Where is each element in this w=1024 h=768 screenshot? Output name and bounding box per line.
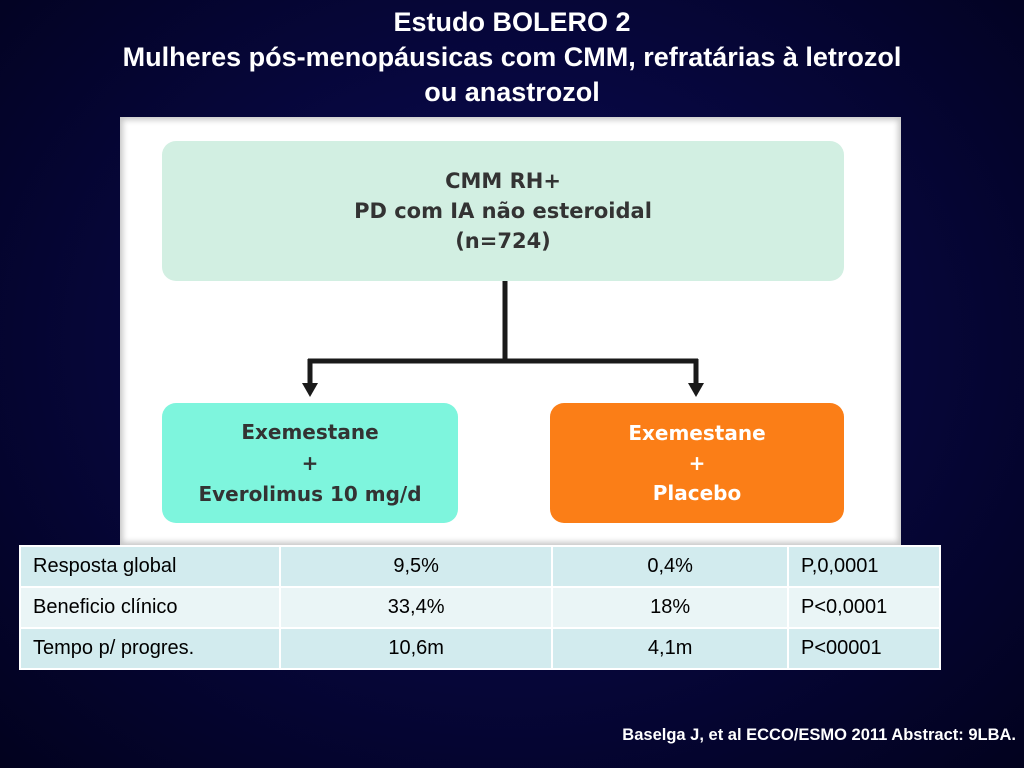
table-row: Resposta global 9,5% 0,4% P,0,0001 (19, 545, 941, 588)
title-line-1: Estudo BOLERO 2 (393, 7, 631, 37)
p-value: P<0,0001 (787, 586, 941, 629)
row-label: Tempo p/ progres. (19, 627, 281, 670)
row-label: Beneficio clínico (19, 586, 281, 629)
p-value: P<00001 (787, 627, 941, 670)
table-row: Tempo p/ progres. 10,6m 4,1m P<00001 (19, 627, 941, 670)
everolimus-value: 33,4% (278, 586, 554, 629)
row-label: Resposta global (19, 545, 281, 588)
left-arrowhead (302, 383, 318, 397)
slide-title: Estudo BOLERO 2 Mulheres pós-menopáusica… (0, 5, 1024, 110)
placebo-value: 18% (551, 586, 789, 629)
right-arrowhead (688, 383, 704, 397)
placebo-arm-box: Exemestane + Placebo (550, 403, 844, 523)
title-line-2: Mulheres pós-menopáusicas com CMM, refra… (122, 42, 902, 72)
everolimus-value: 9,5% (278, 545, 554, 588)
results-table: Resposta global 9,5% 0,4% P,0,0001 Benef… (19, 545, 941, 670)
everolimus-arm-box: Exemestane + Everolimus 10 mg/d (162, 403, 458, 523)
everolimus-value: 10,6m (278, 627, 554, 670)
placebo-arm-line-2: + (688, 451, 706, 475)
placebo-value: 4,1m (551, 627, 789, 670)
population-box: CMM RH+ PD com IA não esteroidal (n=724) (162, 141, 844, 281)
study-diagram-panel: CMM RH+ PD com IA não esteroidal (n=724)… (120, 117, 901, 545)
everolimus-arm-line-3: Everolimus 10 mg/d (198, 481, 422, 506)
placebo-arm-line-1: Exemestane (628, 421, 766, 445)
placebo-value: 0,4% (551, 545, 789, 588)
population-line-3: (n=724) (455, 229, 551, 253)
placebo-arm-line-3: Placebo (652, 481, 742, 505)
flow-connector-arrows (302, 281, 704, 397)
title-line-3: ou anastrozol (424, 77, 600, 107)
everolimus-arm-line-1: Exemestane (241, 419, 379, 444)
everolimus-arm-line-2: + (301, 450, 319, 475)
population-line-1: CMM RH+ (445, 169, 561, 193)
p-value: P,0,0001 (787, 545, 941, 588)
population-line-2: PD com IA não esteroidal (354, 199, 652, 223)
citation: Baselga J, et al ECCO/ESMO 2011 Abstract… (622, 726, 1016, 744)
table-row: Beneficio clínico 33,4% 18% P<0,0001 (19, 586, 941, 629)
